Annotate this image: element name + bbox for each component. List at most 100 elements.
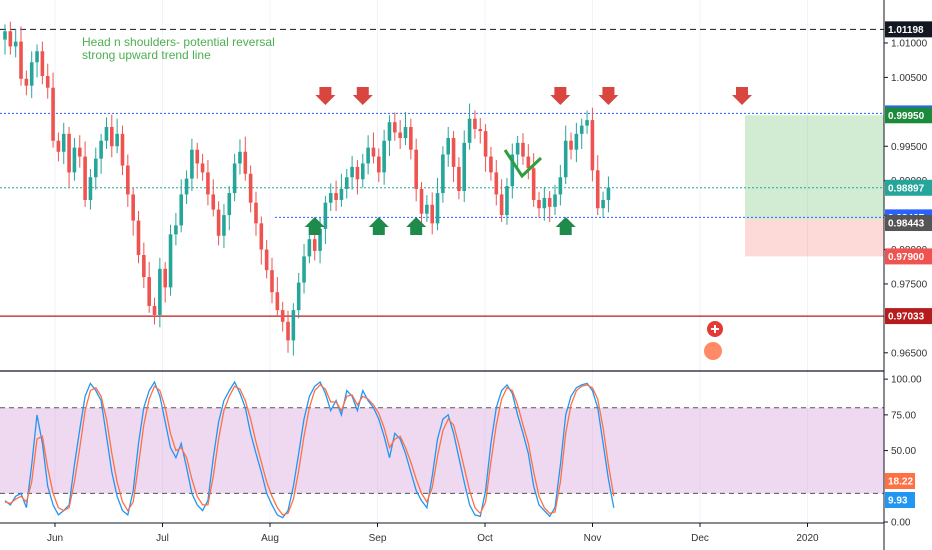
up-arrow-icon xyxy=(368,217,389,235)
osc-y-tick-label: 50.00 xyxy=(891,446,916,457)
price-tag-label: 1.01198 xyxy=(888,25,924,36)
stop-zone xyxy=(745,219,884,257)
osc-y-tick-label: 0.00 xyxy=(891,518,911,529)
candle-body xyxy=(136,220,141,256)
candle-body xyxy=(115,133,119,147)
y-tick-label: 1.00500 xyxy=(891,73,928,84)
candle-body xyxy=(441,154,445,194)
candle-body xyxy=(563,140,568,178)
candle-body xyxy=(521,142,525,157)
candle-body xyxy=(216,209,221,236)
price-tag xyxy=(885,215,932,232)
candle-body xyxy=(280,310,285,322)
candle-body xyxy=(3,31,7,40)
candle-body xyxy=(40,51,45,77)
candle-body xyxy=(99,140,103,159)
candle-body xyxy=(430,204,434,224)
candle-body xyxy=(286,321,290,341)
target-zone xyxy=(745,115,884,220)
candle-body xyxy=(307,239,312,257)
candle-body xyxy=(387,122,392,141)
candle-body xyxy=(24,78,29,86)
down-arrow-icon xyxy=(550,87,571,105)
candle-body xyxy=(291,310,296,341)
y-tick-label: 0.99500 xyxy=(891,142,928,153)
annotation-line-2: strong upward trend line xyxy=(82,48,211,62)
candle-body xyxy=(339,188,344,200)
candle-body xyxy=(419,188,424,214)
stochastic-line-d xyxy=(4,384,615,516)
candle-body xyxy=(56,140,61,152)
candle-body xyxy=(457,166,461,191)
candle-body xyxy=(409,126,413,150)
candle-body xyxy=(494,172,499,195)
price-tag-label: 0.99950 xyxy=(888,111,925,122)
candle-body xyxy=(425,204,429,214)
candle-body xyxy=(131,194,135,221)
candle-body xyxy=(264,249,269,271)
candle-body xyxy=(142,255,146,278)
price-tag-label: 0.98443 xyxy=(888,219,925,230)
candle-body xyxy=(483,131,488,157)
candle-body xyxy=(77,147,82,157)
x-tick-label: Jun xyxy=(47,533,63,544)
candle-body xyxy=(393,122,397,133)
candle-body xyxy=(83,156,87,200)
candle-body xyxy=(478,129,483,132)
candle-body xyxy=(473,118,477,130)
candle-body xyxy=(88,177,93,200)
candle-body xyxy=(206,172,210,195)
candle-body xyxy=(270,270,274,293)
candle-body xyxy=(184,178,189,195)
candle-body xyxy=(446,137,451,155)
candle-body xyxy=(355,166,360,180)
candle-body xyxy=(120,133,125,166)
candle-body xyxy=(275,292,280,311)
candle-body xyxy=(510,154,515,187)
candle-body xyxy=(248,173,253,203)
candle-body xyxy=(318,228,322,251)
candle-body xyxy=(110,126,114,147)
y-tick-label: 1.01000 xyxy=(891,38,928,49)
candle-body xyxy=(232,163,237,194)
x-tick-label: 2020 xyxy=(796,533,819,544)
osc-y-tick-label: 100.00 xyxy=(891,375,922,386)
candle-body xyxy=(67,133,71,173)
candle-body xyxy=(195,149,200,164)
candle-body xyxy=(462,142,467,191)
candle-body xyxy=(595,170,600,209)
candle-body xyxy=(93,158,98,178)
price-tag-label: 0.97033 xyxy=(888,312,925,323)
up-arrow-icon xyxy=(406,217,427,235)
candle-body xyxy=(302,256,306,283)
candle-body xyxy=(360,163,365,180)
stochastic-line-k xyxy=(4,380,615,519)
up-arrow-icon xyxy=(555,217,576,235)
candle-body xyxy=(243,151,248,174)
candle-body xyxy=(312,239,317,251)
price-tag-label: 0.98897 xyxy=(888,183,925,194)
y-tick-label: 0.96500 xyxy=(891,348,928,359)
candle-body xyxy=(499,194,504,216)
stochastic-pane[interactable] xyxy=(0,380,884,519)
candle-body xyxy=(51,87,55,141)
price-tag xyxy=(885,248,932,265)
candle-body xyxy=(200,163,205,173)
candle-body xyxy=(542,197,547,209)
candle-body xyxy=(467,118,472,143)
candle-body xyxy=(254,202,258,224)
price-pane[interactable] xyxy=(0,0,884,522)
candle-body xyxy=(377,156,381,173)
candle-body xyxy=(328,193,333,203)
osc-value-tag-label: 9.93 xyxy=(888,496,908,507)
candle-body xyxy=(334,193,338,200)
down-arrow-icon xyxy=(598,87,619,105)
candle-body xyxy=(371,147,376,157)
candle-body xyxy=(158,268,162,315)
candle-body xyxy=(323,202,328,229)
candle-body xyxy=(163,268,167,288)
price-tag-label: 0.97900 xyxy=(888,252,925,263)
candle-body xyxy=(537,199,541,209)
event-flag-icon xyxy=(704,342,722,360)
